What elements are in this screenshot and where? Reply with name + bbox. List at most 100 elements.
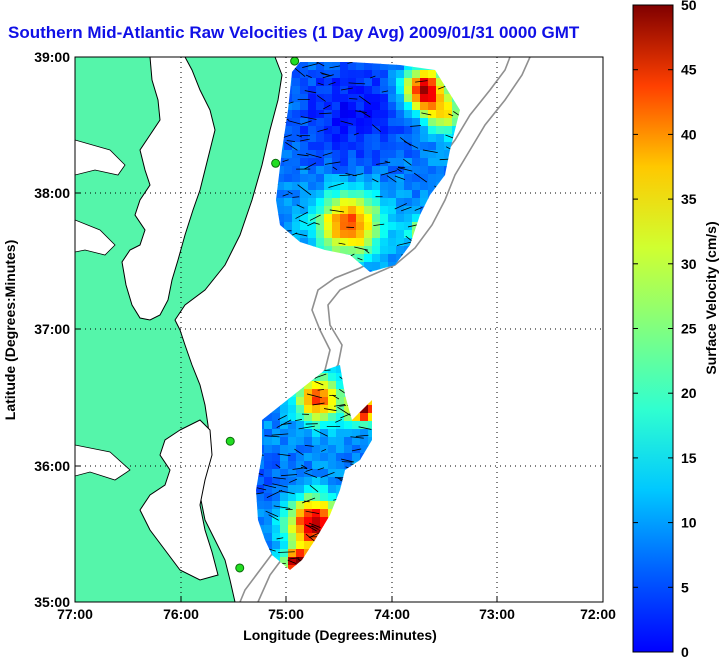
colorbar-tick-label: 10 [681, 515, 697, 531]
velocity-arrow [271, 433, 289, 436]
velocity-cell [324, 86, 333, 95]
velocity-cell [388, 206, 397, 215]
velocity-cell [328, 389, 337, 398]
velocity-cell [396, 230, 405, 239]
velocity-cell [316, 182, 325, 191]
velocity-cell [332, 78, 341, 87]
velocity-cell [316, 206, 325, 215]
velocity-cell [312, 485, 321, 494]
velocity-arrow [305, 524, 317, 532]
velocity-cell [396, 238, 405, 247]
colorbar [632, 4, 674, 653]
velocity-cell [404, 86, 413, 95]
velocity-cell [340, 166, 349, 175]
velocity-cell [404, 62, 413, 71]
velocity-cell [296, 485, 305, 494]
velocity-cell [296, 525, 305, 534]
velocity-cell [312, 477, 321, 486]
velocity-cell [380, 254, 389, 263]
velocity-cell [428, 70, 437, 79]
velocity-cell [348, 86, 357, 95]
velocity-arrow [303, 500, 310, 503]
velocity-cell [340, 134, 349, 143]
velocity-arrow [320, 72, 331, 76]
velocity-cell [284, 110, 293, 119]
velocity-cell [348, 238, 357, 247]
velocity-cell [304, 421, 313, 430]
velocity-cell [364, 62, 373, 71]
velocity-arrow [272, 483, 288, 488]
velocity-arrow [328, 82, 336, 86]
velocity-arrow [264, 435, 280, 438]
velocity-cell [304, 493, 313, 502]
velocity-cell [288, 541, 297, 550]
velocity-cell [280, 453, 289, 462]
velocity-cell [356, 158, 365, 167]
river-inlet [75, 444, 131, 481]
velocity-cell [380, 70, 389, 79]
velocity-cell [292, 166, 301, 175]
velocity-cell [388, 118, 397, 127]
velocity-cell [388, 150, 397, 159]
velocity-cell [340, 174, 349, 183]
velocity-cell [328, 405, 337, 414]
velocity-cell [280, 437, 289, 446]
velocity-cell [328, 437, 337, 446]
velocity-cell [412, 94, 421, 103]
velocity-cell [304, 429, 313, 438]
velocity-cell [296, 413, 305, 422]
velocity-cell [380, 214, 389, 223]
x-tick-label: 73:00 [479, 606, 515, 622]
velocity-cell [364, 222, 373, 231]
velocity-cell [284, 174, 293, 183]
velocity-cell [372, 214, 381, 223]
velocity-cell [324, 238, 333, 247]
velocity-cell [412, 110, 421, 119]
velocity-cell [396, 206, 405, 215]
velocity-cell [336, 429, 345, 438]
velocity-cell [436, 134, 445, 143]
velocity-cell [304, 541, 313, 550]
velocity-cell [256, 477, 265, 486]
velocity-cell [412, 182, 421, 191]
velocity-cell [368, 437, 372, 446]
velocity-cell [444, 94, 453, 103]
velocity-cell [340, 222, 349, 231]
velocity-cell [272, 405, 281, 414]
velocity-cell [412, 134, 421, 143]
velocity-cell [332, 238, 341, 247]
velocity-arrow [285, 142, 298, 151]
velocity-cell [288, 405, 297, 414]
velocity-arrow [317, 128, 329, 133]
x-tick-label: 75:00 [268, 606, 304, 622]
velocity-arrow [281, 474, 298, 477]
velocity-cell [372, 182, 381, 191]
velocity-arrow [421, 112, 432, 116]
velocity-arrow [314, 373, 327, 379]
velocity-cell [288, 413, 297, 422]
velocity-cell [388, 214, 397, 223]
velocity-arrow [358, 426, 372, 430]
velocity-cell [368, 405, 372, 414]
velocity-cell [296, 389, 305, 398]
velocity-cell [388, 126, 397, 135]
velocity-arrow [394, 203, 407, 210]
velocity-cell [396, 62, 405, 71]
velocity-cell [304, 397, 313, 406]
velocity-cell [292, 190, 301, 199]
velocity-cell [412, 190, 421, 199]
velocity-cell [288, 509, 297, 518]
velocity-cell [348, 78, 357, 87]
velocity-cell [372, 62, 381, 71]
velocity-cell [292, 86, 301, 95]
velocity-cell [364, 134, 373, 143]
velocity-arrow [400, 206, 412, 212]
velocity-cell [308, 230, 317, 239]
velocity-cell [380, 206, 389, 215]
velocity-cell [372, 94, 381, 103]
velocity-cell [436, 126, 445, 135]
velocity-cell [312, 461, 321, 470]
velocity-cell [348, 62, 357, 71]
velocity-cell [364, 166, 373, 175]
